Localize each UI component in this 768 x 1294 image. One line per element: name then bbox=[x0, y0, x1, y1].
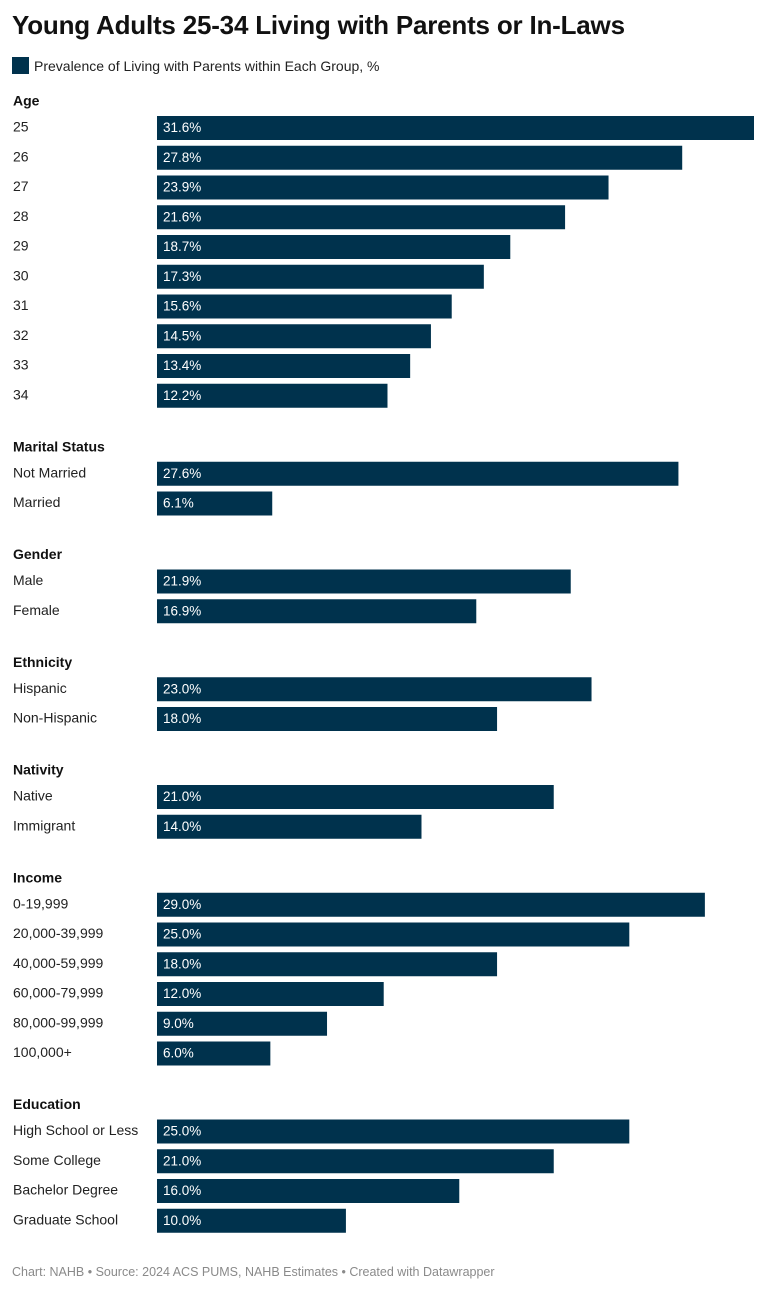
bar bbox=[157, 235, 511, 259]
group-heading-nativity: Nativity bbox=[13, 762, 64, 778]
bar bbox=[157, 1119, 630, 1144]
category-label: 25 bbox=[13, 119, 29, 135]
value-label: 23.9% bbox=[163, 180, 201, 195]
bar bbox=[157, 1011, 328, 1036]
category-label: 26 bbox=[13, 148, 29, 164]
category-label: Immigrant bbox=[13, 817, 75, 833]
value-label: 17.3% bbox=[163, 269, 201, 284]
category-label: Hispanic bbox=[13, 680, 67, 696]
group-heading-age: Age bbox=[13, 93, 40, 109]
bar bbox=[157, 1179, 460, 1203]
bar bbox=[157, 491, 273, 516]
category-label: Graduate School bbox=[13, 1211, 118, 1227]
bar bbox=[157, 461, 679, 486]
category-label: Not Married bbox=[13, 464, 86, 480]
group-heading-education: Education bbox=[13, 1096, 81, 1112]
category-label: 30 bbox=[13, 267, 29, 283]
category-label: 100,000+ bbox=[13, 1044, 72, 1060]
category-label: 29 bbox=[13, 238, 29, 254]
value-label: 21.0% bbox=[163, 789, 201, 804]
category-label: 32 bbox=[13, 327, 29, 343]
value-label: 21.0% bbox=[163, 1153, 201, 1168]
category-label: Married bbox=[13, 494, 60, 510]
category-label: Non-Hispanic bbox=[13, 710, 97, 726]
value-label: 31.6% bbox=[163, 120, 201, 135]
category-label: 33 bbox=[13, 357, 29, 373]
bar bbox=[157, 354, 411, 378]
category-label: Native bbox=[13, 788, 53, 804]
value-label: 18.7% bbox=[163, 239, 201, 254]
bar bbox=[157, 922, 630, 947]
value-label: 23.0% bbox=[163, 681, 201, 696]
bar bbox=[157, 175, 609, 200]
category-label: 80,000-99,999 bbox=[13, 1014, 104, 1030]
bar bbox=[157, 324, 431, 349]
value-label: 21.9% bbox=[163, 574, 201, 589]
bar bbox=[157, 383, 388, 408]
value-label: 25.0% bbox=[163, 1124, 201, 1139]
value-label: 9.0% bbox=[163, 1016, 194, 1031]
bar bbox=[157, 814, 422, 839]
value-label: 16.0% bbox=[163, 1183, 201, 1198]
value-label: 12.0% bbox=[163, 986, 201, 1001]
category-label: 27 bbox=[13, 178, 29, 194]
category-label: 60,000-79,999 bbox=[13, 985, 104, 1001]
value-label: 15.6% bbox=[163, 299, 201, 314]
category-label: Female bbox=[13, 602, 60, 618]
category-label: 0-19,999 bbox=[13, 895, 68, 911]
group-heading-marital-status: Marital Status bbox=[13, 438, 105, 454]
chart-footer: Chart: NAHB • Source: 2024 ACS PUMS, NAH… bbox=[12, 1265, 495, 1279]
value-label: 6.0% bbox=[163, 1046, 194, 1061]
bar bbox=[157, 677, 592, 702]
bar bbox=[157, 264, 484, 289]
category-label: High School or Less bbox=[13, 1122, 138, 1138]
bar bbox=[157, 952, 498, 977]
bar bbox=[157, 145, 683, 170]
bar bbox=[157, 294, 452, 319]
value-label: 14.5% bbox=[163, 328, 201, 343]
category-label: Some College bbox=[13, 1152, 101, 1168]
bar bbox=[157, 982, 384, 1006]
bar bbox=[157, 1149, 554, 1174]
category-label: 28 bbox=[13, 208, 29, 224]
value-label: 13.4% bbox=[163, 358, 201, 373]
bar bbox=[157, 569, 571, 594]
bar bbox=[157, 599, 477, 624]
value-label: 6.1% bbox=[163, 496, 194, 511]
chart-title: Young Adults 25-34 Living with Parents o… bbox=[12, 10, 625, 40]
value-label: 18.0% bbox=[163, 711, 201, 726]
legend: Prevalence of Living with Parents within… bbox=[12, 57, 380, 74]
value-label: 12.2% bbox=[163, 388, 201, 403]
bar bbox=[157, 1208, 346, 1233]
bar bbox=[157, 892, 705, 917]
group-heading-ethnicity: Ethnicity bbox=[13, 654, 72, 670]
category-label: 20,000-39,999 bbox=[13, 925, 104, 941]
value-label: 27.6% bbox=[163, 466, 201, 481]
value-label: 27.8% bbox=[163, 150, 201, 165]
value-label: 10.0% bbox=[163, 1213, 201, 1228]
legend-label: Prevalence of Living with Parents within… bbox=[34, 57, 380, 74]
value-label: 14.0% bbox=[163, 819, 201, 834]
bar bbox=[157, 707, 498, 731]
bar bbox=[157, 205, 566, 230]
value-label: 21.6% bbox=[163, 209, 201, 224]
legend-swatch bbox=[12, 57, 29, 74]
value-label: 29.0% bbox=[163, 897, 201, 912]
category-label: Male bbox=[13, 572, 44, 588]
category-label: 34 bbox=[13, 386, 29, 402]
value-label: 18.0% bbox=[163, 956, 201, 971]
category-label: Bachelor Degree bbox=[13, 1182, 118, 1198]
category-label: 40,000-59,999 bbox=[13, 955, 104, 971]
category-label: 31 bbox=[13, 297, 29, 313]
value-label: 25.0% bbox=[163, 927, 201, 942]
bar bbox=[157, 785, 554, 809]
group-heading-income: Income bbox=[13, 869, 62, 885]
bar bbox=[157, 116, 754, 140]
value-label: 16.9% bbox=[163, 603, 201, 618]
group-heading-gender: Gender bbox=[13, 546, 63, 562]
bar bbox=[157, 1041, 271, 1066]
